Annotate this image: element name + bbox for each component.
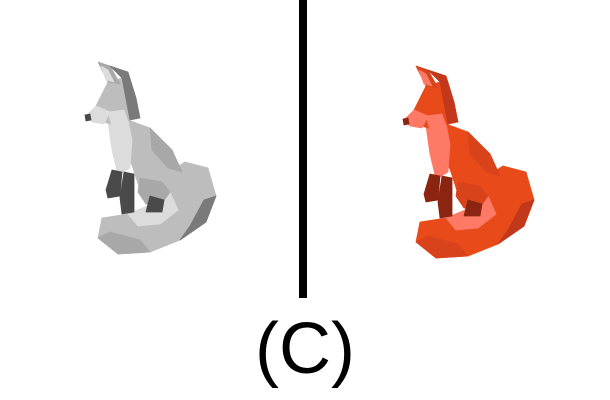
orange-fox-icon [402,65,535,259]
fox-neck-shade [439,81,459,125]
fox-tail-lower [97,231,151,255]
fox-snout [85,105,111,125]
fox-snout [403,109,429,129]
fox-cheek [425,113,447,131]
fox-back-paw [463,199,483,217]
fox-nose [402,117,410,126]
fox-tail-tip [497,199,535,245]
fox-back-paw [145,195,165,213]
fox-body-shade [149,127,183,173]
figure-caption: (C) [255,309,355,389]
fox-front-leg-left [105,169,123,199]
grey-fox-panel [0,0,300,300]
fox-neck-shade [121,77,141,121]
fox-cheek [107,109,129,127]
fox-tail-lower [415,235,469,259]
fox-ear-inner [100,65,115,83]
fox-front-leg-right [119,171,135,215]
fox-ear-inner [418,69,433,87]
fox-front-leg-left [423,173,441,203]
fox-tail-tip [179,195,217,241]
fox-chest [107,119,133,176]
vertical-divider [299,0,307,298]
orange-fox-panel [310,0,610,300]
fox-body-shade [467,131,501,177]
grey-fox-icon [84,61,217,255]
fox-nose [84,113,92,122]
fox-front-leg-right [437,175,453,219]
fox-chest [425,123,451,180]
